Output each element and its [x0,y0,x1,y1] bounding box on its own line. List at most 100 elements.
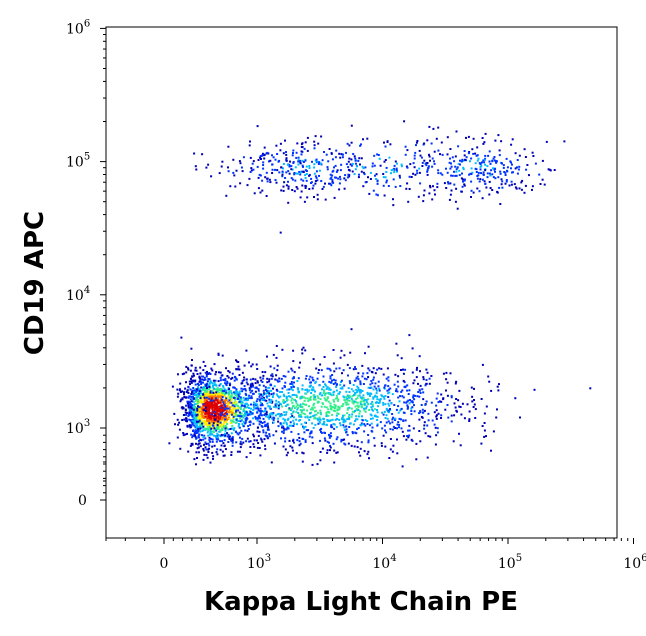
data-point [515,187,518,190]
data-point [218,410,220,413]
data-point [484,169,487,172]
data-point [198,376,201,379]
data-point [275,144,278,147]
data-point [203,379,205,381]
data-point [252,160,255,163]
data-point [221,427,224,430]
data-point [370,429,373,432]
data-point [245,381,248,384]
data-point [261,371,264,373]
data-point [284,418,287,421]
data-point [197,446,200,449]
data-point [313,414,316,417]
data-point [239,436,241,439]
data-point [376,368,379,371]
data-point [273,442,276,445]
data-point [192,414,195,417]
data-point [382,173,385,175]
data-point [484,182,487,185]
data-point [193,458,196,461]
data-point [225,421,228,424]
data-point [338,408,341,411]
data-point [281,170,284,173]
data-point [204,427,207,430]
data-point [294,166,297,169]
data-point [298,390,301,393]
data-point [406,405,409,408]
data-point [468,420,471,422]
data-point [195,463,197,466]
data-point [243,404,246,407]
data-point [396,380,399,383]
data-point [211,438,214,441]
data-point [414,151,417,154]
data-point [402,411,405,414]
data-point [287,201,290,204]
data-point [379,399,381,402]
data-point [304,174,307,177]
data-point [268,407,271,410]
data-point [366,402,369,405]
data-point [299,442,302,445]
data-point [309,398,312,401]
data-point [232,158,235,161]
data-point [445,378,448,381]
data-point [329,405,332,408]
data-point [426,170,429,173]
data-point [215,420,218,423]
data-point [251,412,254,415]
data-point [304,439,307,442]
data-point [225,399,228,402]
data-point [306,149,309,152]
data-point [317,371,320,374]
data-point [275,388,278,391]
data-point [342,424,345,427]
data-point [378,389,381,392]
data-point [376,153,379,156]
data-point [203,396,206,399]
data-point [240,400,243,403]
data-point [259,191,262,194]
data-point [228,414,231,417]
data-point [347,160,350,163]
data-point [511,138,514,141]
data-point [186,389,189,392]
data-point [553,169,556,171]
data-point [211,430,214,433]
data-point [205,402,208,404]
data-point [195,419,197,422]
data-point [475,154,478,157]
data-point [401,465,404,468]
data-point [346,407,349,410]
data-point [231,376,234,379]
data-point [192,400,195,403]
data-point [230,399,233,402]
x-tick-label: 103 [247,553,271,572]
data-point [216,395,219,398]
data-point [168,442,171,445]
data-point [295,418,298,421]
data-point [221,418,224,421]
data-point [244,422,247,425]
data-point [368,369,371,372]
data-point [325,406,328,409]
data-point [198,442,201,445]
data-point [256,165,259,168]
data-point [309,408,312,411]
data-point [240,429,243,432]
data-point [203,434,206,437]
data-point [282,167,284,170]
data-point [205,420,208,423]
x-tick-label: 0 [160,556,169,572]
data-point [413,398,416,401]
data-point [239,446,242,449]
data-point [195,430,198,433]
data-point [472,406,475,408]
data-point [313,196,315,198]
data-point [338,391,341,394]
data-point [272,416,275,419]
data-point [198,416,201,419]
data-point [199,438,202,441]
data-point [213,422,216,425]
data-point [200,386,203,389]
